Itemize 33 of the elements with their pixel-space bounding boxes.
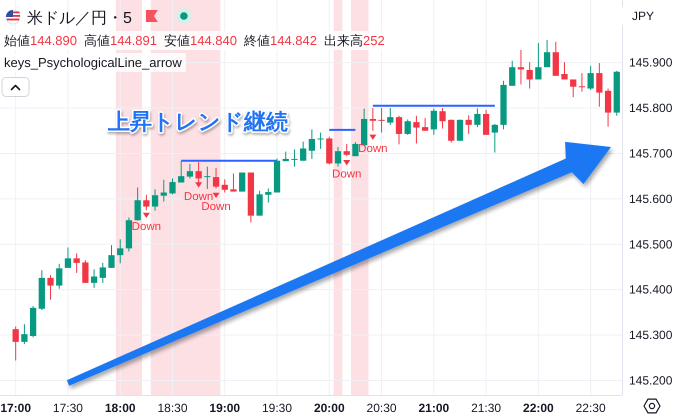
x-tick-label: 18:00: [104, 401, 136, 415]
x-tick-label: 21:00: [418, 401, 450, 415]
y-tick-label: 145.300: [629, 328, 673, 342]
y-tick-label: 145.900: [629, 56, 673, 70]
annotation: 出来高252: [324, 33, 385, 48]
x-tick-label: 20:30: [366, 401, 397, 415]
x-tick-label: 19:00: [209, 401, 240, 415]
y-tick-label: 145.700: [629, 146, 673, 160]
x-tick-label: 21:30: [471, 401, 502, 415]
x-tick-label: 18:30: [157, 401, 188, 415]
x-tick-label: 19:30: [262, 401, 292, 415]
annotation: keys_PsychologicalLine_arrow: [4, 55, 182, 70]
y-tick-label: 145.500: [629, 237, 673, 252]
y-tick-label: 145.400: [629, 282, 673, 297]
annotation: Down: [358, 143, 388, 156]
annotation: 終値144.842: [243, 33, 317, 48]
x-tick-label: 17:30: [52, 401, 84, 415]
annotation: Down: [132, 221, 162, 234]
x-tick-label: 22:30: [576, 401, 606, 415]
annotation: Down: [184, 190, 214, 203]
annotation: Down: [332, 168, 362, 181]
annotation: 始値144.890: [4, 33, 77, 48]
annotation: 上昇トレンド継続: [107, 109, 288, 134]
annotation: Down: [201, 201, 231, 214]
y-tick-label: 145.800: [629, 101, 673, 116]
annotation: 安値144.840: [164, 33, 237, 48]
x-tick-label: 20:00: [314, 401, 345, 415]
x-tick-label: 22:00: [523, 401, 554, 415]
x-tick-label: 17:00: [0, 401, 32, 415]
y-tick-label: 145.200: [629, 373, 673, 388]
annotation: 高値144.891: [84, 33, 157, 48]
y-tick-label: 145.600: [629, 192, 673, 206]
header: 米ドル／円・5: [27, 10, 132, 27]
